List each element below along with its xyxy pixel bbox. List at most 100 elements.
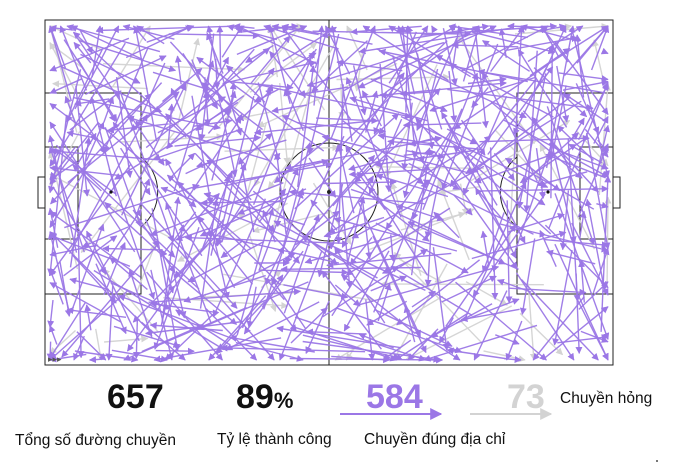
stat-accuracy-number: 89 — [236, 378, 274, 416]
completed-pass-arrow — [600, 47, 609, 55]
completed-pass-arrow — [513, 25, 525, 159]
failed-pass-arrow — [519, 312, 564, 356]
completed-pass-arrow — [49, 282, 122, 323]
completed-pass-arrow — [71, 223, 105, 312]
completed-pass-arrow — [373, 31, 417, 135]
completed-pass-arrow — [311, 40, 368, 93]
completed-pass-arrow — [547, 81, 609, 230]
completed-pass-arrow — [49, 78, 83, 94]
completed-pass-arrow — [175, 309, 231, 346]
completed-pass-arrow — [324, 25, 351, 75]
completed-pass-arrow — [205, 231, 340, 264]
completed-pass-arrow — [245, 44, 274, 63]
left-penalty-spot — [109, 190, 113, 194]
completed-pass-arrow — [288, 52, 317, 70]
completed-pass-arrow — [507, 22, 547, 30]
completed-pass-arrow — [297, 122, 387, 135]
completed-pass-arrow — [535, 148, 546, 199]
completed-pass-arrow — [196, 56, 325, 152]
completed-pass-arrow — [85, 55, 167, 96]
completed-pass-arrow — [276, 325, 402, 349]
completed-pass-arrow — [78, 39, 177, 72]
completed-pass-arrow — [544, 224, 609, 289]
completed-pass-arrow — [258, 168, 299, 271]
completed-pass-arrow — [401, 102, 413, 171]
completed-pass-arrow — [118, 294, 234, 340]
failed-pass-arrow — [465, 281, 508, 306]
completed-pass-arrow — [298, 86, 349, 97]
completed-pass-arrow — [416, 37, 458, 131]
completed-pass-arrow — [205, 308, 257, 361]
completed-pass-arrow — [47, 114, 68, 276]
completed-pass-arrow — [409, 137, 437, 147]
completed-pass-arrow — [376, 48, 527, 119]
completed-pass-arrow — [49, 121, 100, 185]
completed-pass-arrow — [221, 162, 247, 243]
completed-pass-arrow — [49, 244, 99, 258]
completed-pass-arrow — [271, 23, 319, 36]
completed-pass-arrow — [49, 302, 86, 359]
completed-pass-arrow — [559, 150, 609, 170]
failed-pass-arrow — [238, 122, 267, 221]
corner-dot — [656, 460, 658, 462]
completed-pass-arrow — [257, 82, 281, 161]
completed-pass-arrow — [362, 25, 449, 82]
completed-pass-arrow — [515, 272, 575, 361]
completed-pass-arrow — [49, 102, 111, 150]
completed-pass-arrow — [61, 66, 162, 113]
completed-pass-arrow — [460, 119, 486, 156]
completed-pass-arrow — [227, 80, 294, 91]
failed-pass-arrow — [592, 39, 604, 78]
completed-pass-arrow — [314, 30, 329, 69]
completed-pass-arrow — [283, 154, 376, 263]
completed-pass-arrow — [361, 200, 373, 260]
completed-pass-arrow — [132, 209, 176, 274]
stat-failed-label: Chuyền hỏng — [560, 390, 653, 407]
completed-pass-arrow — [557, 334, 609, 344]
completed-pass-arrow — [103, 242, 126, 295]
failed-pass-arrow — [119, 133, 224, 143]
completed-pass-arrow — [194, 152, 301, 264]
completed-pass-arrow — [465, 100, 582, 175]
completed-pass-arrow — [73, 97, 221, 131]
completed-pass-arrow — [246, 286, 257, 328]
completed-pass-arrow — [259, 268, 349, 276]
completed-pass-arrow — [453, 194, 473, 216]
completed-pass-arrow — [398, 213, 506, 265]
completed-pass-arrow — [368, 118, 403, 195]
completed-pass-arrow — [440, 111, 498, 206]
completed-pass-arrow — [335, 307, 463, 354]
completed-pass-arrow — [343, 25, 457, 92]
completed-pass-arrow — [487, 66, 554, 155]
completed-pass-arrow — [342, 120, 425, 185]
completed-pass-arrow — [593, 115, 609, 144]
completed-pass-arrow — [63, 235, 118, 277]
completed-pass-arrow — [475, 187, 511, 247]
stat-accuracy-label: Tỷ lệ thành công — [217, 431, 332, 448]
completed-pass-arrow — [472, 193, 546, 298]
completed-pass-arrow — [537, 25, 567, 86]
completed-pass-arrow — [559, 190, 570, 251]
completed-pass-arrow — [326, 252, 452, 269]
completed-pass-arrow — [556, 65, 570, 123]
completed-pass-arrow — [69, 136, 92, 268]
completed-pass-arrow — [388, 25, 429, 84]
completed-pass-arrow — [522, 110, 599, 193]
completed-pass-arrow — [96, 25, 239, 34]
completed-pass-arrow — [120, 147, 151, 196]
completed-pass-arrow — [281, 25, 352, 121]
completed-pass-arrow — [428, 127, 546, 206]
completed-pass-arrow — [542, 306, 609, 361]
completed-pass-arrow — [89, 96, 117, 197]
completed-pass-arrow — [349, 236, 373, 266]
completed-pass-arrow — [540, 25, 569, 63]
completed-pass-arrow — [408, 162, 461, 190]
completed-pass-arrow — [402, 68, 439, 199]
completed-pass-arrow — [273, 152, 287, 235]
completed-pass-arrow — [187, 240, 265, 283]
completed-pass-arrow — [445, 224, 517, 327]
completed-pass-arrow — [375, 222, 469, 274]
completed-pass-arrow — [252, 50, 315, 205]
completed-pass-arrow — [481, 212, 505, 273]
completed-pass-arrow — [343, 250, 390, 332]
